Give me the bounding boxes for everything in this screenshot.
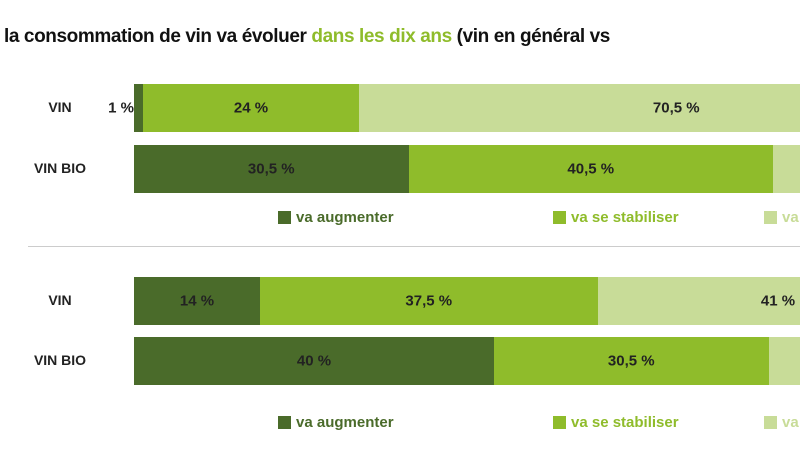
chart-title: la consommation de vin va évoluer dans l…: [4, 26, 610, 48]
bar-segment: [773, 145, 800, 193]
bar-segment: 14 %: [134, 277, 260, 325]
bar-segment: 70,5 %: [359, 84, 800, 132]
bar-segment: 40 %: [134, 337, 494, 385]
title-text: la consommation de vin va évoluer: [4, 26, 312, 47]
legend-swatch: [553, 211, 566, 224]
bar-segment: [768, 337, 800, 385]
legend-label: va: [782, 209, 799, 226]
bar-row: 30,5 % 40,5 %: [134, 145, 800, 193]
bar-segment: 37,5 %: [260, 277, 598, 325]
bar-segment: 30,5 %: [494, 337, 769, 385]
legend-item: va: [764, 414, 799, 431]
legend-label: va: [782, 414, 799, 431]
data-label: 41 %: [760, 292, 796, 310]
legend-swatch: [278, 211, 291, 224]
group-divider: [28, 246, 800, 247]
legend-label: va se stabiliser: [571, 209, 679, 226]
legend-swatch: [764, 211, 777, 224]
bar-row: 14 % 37,5 % 41 %: [134, 277, 800, 325]
data-label: 30,5 %: [607, 352, 655, 370]
bar-segment: 24 %: [143, 84, 359, 132]
data-label: 30,5 %: [247, 160, 295, 178]
data-label: 40 %: [296, 352, 332, 370]
row-label: VIN: [48, 99, 72, 115]
data-label: 24 %: [233, 99, 269, 117]
bar-segment: 1 %: [108, 84, 143, 132]
legend-swatch: [278, 416, 291, 429]
data-label: 14 %: [179, 292, 215, 310]
legend-item: va se stabiliser: [553, 209, 679, 226]
bar-segment: 40,5 %: [408, 145, 773, 193]
data-label: 1 %: [108, 99, 134, 117]
legend-label: va augmenter: [296, 209, 394, 226]
legend-item: va augmenter: [278, 414, 394, 431]
title-text-end: (vin en général vs: [451, 26, 611, 47]
legend-item: va augmenter: [278, 209, 394, 226]
legend-item: va: [764, 209, 799, 226]
legend-item: va se stabiliser: [553, 414, 679, 431]
data-label: 40,5 %: [567, 160, 615, 178]
legend-swatch: [764, 416, 777, 429]
data-label: 37,5 %: [405, 292, 453, 310]
bar-row: 40 % 30,5 %: [134, 337, 800, 385]
row-label: VIN BIO: [33, 160, 87, 176]
bar-segment: 30,5 %: [134, 145, 409, 193]
data-label: 70,5 %: [652, 99, 700, 117]
row-label: VIN: [48, 292, 72, 308]
title-highlight: dans les dix ans: [311, 26, 452, 47]
legend-label: va augmenter: [296, 414, 394, 431]
row-label: VIN BIO: [33, 352, 87, 368]
legend-swatch: [553, 416, 566, 429]
legend-label: va se stabiliser: [571, 414, 679, 431]
bar-row: 1 % 24 % 70,5 %: [108, 84, 800, 132]
bar-segment: 41 %: [597, 277, 800, 325]
